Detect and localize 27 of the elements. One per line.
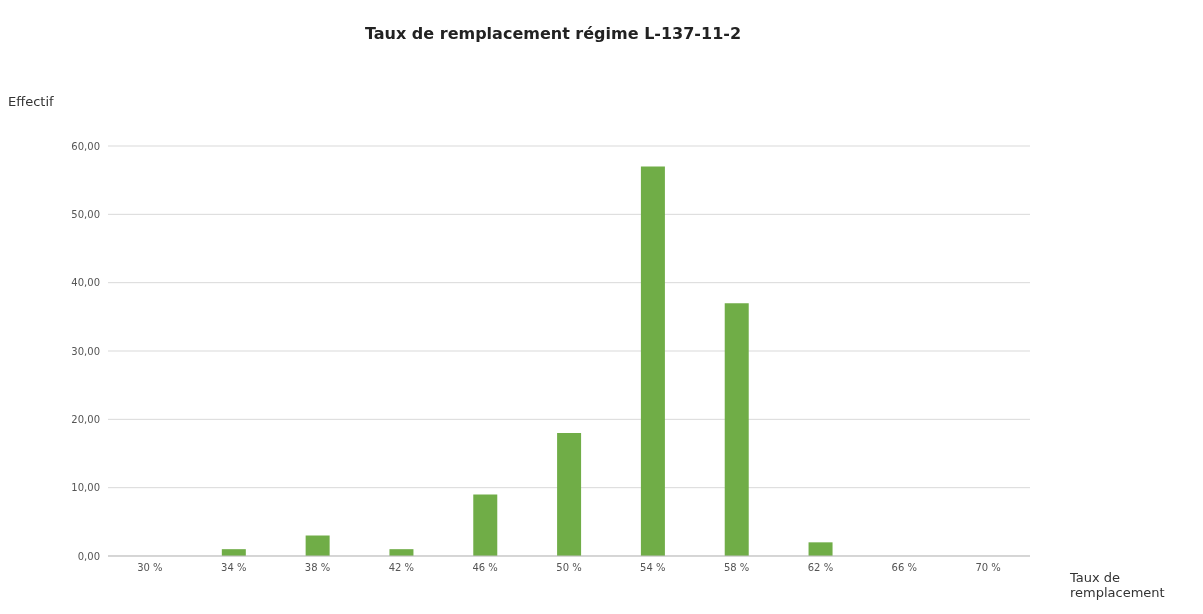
x-axis-title: Taux de remplacement xyxy=(1070,570,1166,600)
y-tick-label: 60,00 xyxy=(71,140,100,152)
x-tick-label: 30 % xyxy=(137,562,163,574)
bar xyxy=(305,535,330,556)
x-tick-label: 46 % xyxy=(472,562,498,574)
x-tick-label: 62 % xyxy=(807,562,834,574)
y-tick-label: 20,00 xyxy=(71,413,100,425)
bar xyxy=(808,542,833,556)
x-tick-label: 42 % xyxy=(388,562,415,574)
bar xyxy=(724,303,749,556)
y-tick-label: 30,00 xyxy=(71,345,100,357)
chart-title: Taux de remplacement régime L-137-11-2 xyxy=(363,24,743,43)
y-tick-label: 50,00 xyxy=(71,208,100,220)
x-tick-label: 58 % xyxy=(723,562,750,574)
y-axis-title: Effectif xyxy=(8,94,54,109)
x-tick-label: 54 % xyxy=(640,562,666,574)
x-tick-label: 70 % xyxy=(975,562,1001,574)
x-tick-label: 66 % xyxy=(891,562,917,574)
x-tick-label: 38 % xyxy=(304,562,331,574)
bar xyxy=(557,433,582,556)
y-tick-label: 0,00 xyxy=(77,550,100,562)
x-tick-label: 34 % xyxy=(221,562,247,574)
bar xyxy=(473,494,498,556)
x-tick-label: 50 % xyxy=(556,562,582,574)
y-tick-label: 10,00 xyxy=(71,482,100,494)
bar xyxy=(640,166,665,556)
y-tick-label: 40,00 xyxy=(71,277,100,289)
